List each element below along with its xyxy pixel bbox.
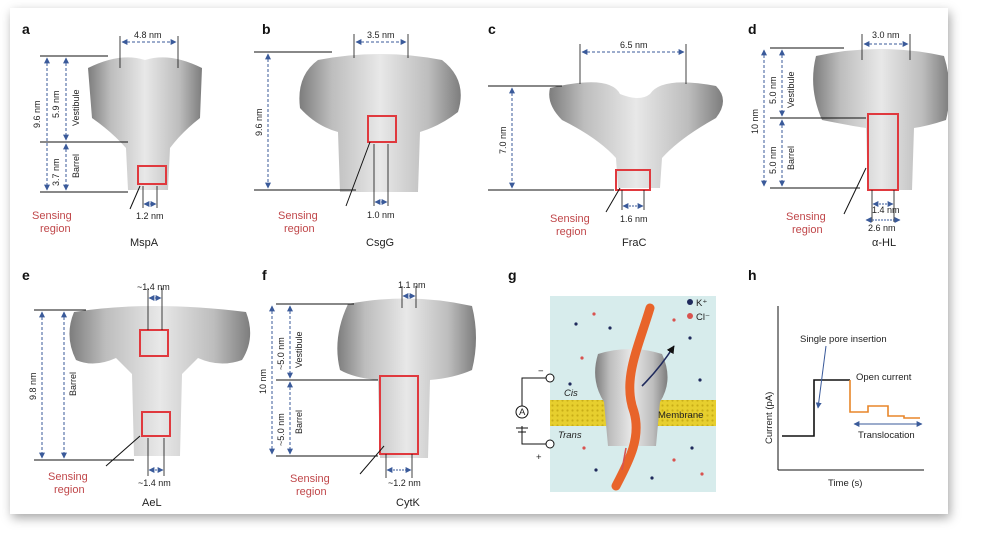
cytk-height: 10 nm xyxy=(258,369,268,394)
cytk-name: CytK xyxy=(396,497,421,509)
sensing-label-b-2: region xyxy=(284,223,315,235)
frac-name: FraC xyxy=(622,237,647,249)
sensing-label-a-2: region xyxy=(40,223,71,235)
sensing-label-f-1: Sensing xyxy=(290,473,330,485)
mspa-constriction: 1.2 nm xyxy=(136,211,164,221)
h-xlabel: Time (s) xyxy=(828,478,862,489)
nanopore-figure: a 9.6 nm 5.9 nm 3.7 nm Vestibule Barrel … xyxy=(22,21,948,509)
current-trace-baseline xyxy=(782,379,850,437)
mspa-top-width: 4.8 nm xyxy=(134,30,162,40)
ahl-inner-width: 1.4 nm xyxy=(872,205,900,215)
cytk-barrel-length: ~5.0 nm xyxy=(276,413,286,446)
panel-g-letter: g xyxy=(508,267,517,283)
sensing-label-b-1: Sensing xyxy=(278,210,318,222)
csgg-pore-shape xyxy=(299,54,461,192)
sensing-label-e-2: region xyxy=(54,484,85,496)
sensing-label-d-1: Sensing xyxy=(786,211,826,223)
sensing-box-a xyxy=(137,165,167,185)
current-trace-translocation xyxy=(849,380,920,419)
panel-h-letter: h xyxy=(748,267,757,283)
dna-strand xyxy=(611,303,655,491)
panel-f-letter: f xyxy=(262,267,267,283)
trans-label: Trans xyxy=(558,430,582,441)
sensing-label-d-2: region xyxy=(792,224,823,236)
panel-d-letter: d xyxy=(748,21,757,37)
ahl-barrel-length: 5.0 nm xyxy=(768,146,778,174)
single-pore-insertion-label: Single pore insertion xyxy=(800,334,887,345)
sensing-label-c-1: Sensing xyxy=(550,213,590,225)
sensing-box-e-bottom xyxy=(141,411,171,437)
frac-height: 7.0 nm xyxy=(498,126,508,154)
sensing-box-c xyxy=(615,169,651,191)
mspa-barrel-length: 3.7 nm xyxy=(51,158,61,186)
sensing-box-e-top xyxy=(139,329,169,357)
ael-height: 9.8 nm xyxy=(28,372,38,400)
mspa-vestibule-length: 5.9 nm xyxy=(51,90,61,118)
ahl-name: α-HL xyxy=(872,237,896,249)
ael-pore-shape xyxy=(69,306,251,456)
panel-c: c 7.0 nm 6.5 nm 1.6 nm Sensing region Fr… xyxy=(488,21,723,249)
panel-f: f 10 nm ~5.0 nm ~5.0 nm Vestibule Barrel… xyxy=(258,267,476,509)
mspa-vestibule-label: Vestibule xyxy=(71,89,81,126)
ions xyxy=(568,312,704,480)
cytk-top-width: 1.1 nm xyxy=(398,280,426,290)
ahl-pore-shape xyxy=(813,49,948,190)
csgg-top-width: 3.5 nm xyxy=(367,30,395,40)
figure-card: a 9.6 nm 5.9 nm 3.7 nm Vestibule Barrel … xyxy=(10,8,948,514)
sensing-box-b xyxy=(367,115,397,143)
ael-top-width: ~1.4 nm xyxy=(137,282,170,292)
panel-e-letter: e xyxy=(22,267,30,283)
ahl-top-width: 3.0 nm xyxy=(872,30,900,40)
panel-c-letter: c xyxy=(488,21,496,37)
cis-label: Cis xyxy=(564,388,578,399)
sensing-box-f xyxy=(379,375,419,455)
frac-top-width: 6.5 nm xyxy=(620,40,648,50)
panel-g: g K⁺ Cl⁻ Cis Trans Membrane A − + xyxy=(508,267,716,492)
cl-ion-legend: Cl⁻ xyxy=(696,312,710,323)
plus-terminal: + xyxy=(536,452,542,463)
ammeter-icon xyxy=(515,405,529,419)
cytk-bottom-width: ~1.2 nm xyxy=(388,478,421,488)
sensing-label-f-2: region xyxy=(296,486,327,498)
cytk-pore-shape xyxy=(337,298,476,458)
k-ion-legend: K⁺ xyxy=(696,298,707,309)
minus-terminal: − xyxy=(538,366,544,377)
panel-b-letter: b xyxy=(262,21,271,37)
ael-bottom-width: ~1.4 nm xyxy=(138,478,171,488)
cytk-vestibule-length: ~5.0 nm xyxy=(276,337,286,370)
ahl-outer-width: 2.6 nm xyxy=(868,223,896,233)
mspa-name: MspA xyxy=(130,237,159,249)
mspa-height: 9.6 nm xyxy=(32,100,42,128)
translocation-label: Translocation xyxy=(858,430,915,441)
mspa-barrel-label: Barrel xyxy=(71,154,81,178)
sensing-label-c-2: region xyxy=(556,226,587,238)
membrane-label: Membrane xyxy=(658,410,703,421)
open-current-label: Open current xyxy=(856,372,912,383)
panel-h: h Current (pA) Time (s) Single pore inse… xyxy=(748,267,924,489)
ammeter-label: A xyxy=(519,407,526,418)
panel-a-letter: a xyxy=(22,21,30,37)
sensing-label-e-1: Sensing xyxy=(48,471,88,483)
frac-constriction: 1.6 nm xyxy=(620,214,648,224)
ahl-vestibule-length: 5.0 nm xyxy=(768,76,778,104)
frac-pore-shape xyxy=(549,82,723,188)
mspa-pore-shape xyxy=(88,57,202,191)
csgg-name: CsgG xyxy=(366,237,394,249)
cytk-barrel-label: Barrel xyxy=(294,410,304,434)
panel-d: d 10 nm 5.0 nm 5.0 nm Vestibule Barrel 3… xyxy=(748,21,948,249)
csgg-height: 9.6 nm xyxy=(254,108,264,136)
sensing-label-a-1: Sensing xyxy=(32,210,72,222)
cytk-vestibule-label: Vestibule xyxy=(294,331,304,368)
panel-b: b 9.6 nm 3.5 nm 1.0 nm Sensing region Cs… xyxy=(254,21,461,249)
ahl-barrel-label: Barrel xyxy=(786,146,796,170)
h-ylabel: Current (pA) xyxy=(764,392,775,444)
ael-name: AeL xyxy=(142,497,162,509)
panel-a: a 9.6 nm 5.9 nm 3.7 nm Vestibule Barrel … xyxy=(22,21,202,249)
sensing-box-d xyxy=(867,113,899,191)
ahl-vestibule-label: Vestibule xyxy=(786,71,796,108)
ahl-height: 10 nm xyxy=(750,109,760,134)
csgg-constriction: 1.0 nm xyxy=(367,210,395,220)
panel-e: e 9.8 nm Barrel ~1.4 nm ~1.4 nm Sensing … xyxy=(22,267,251,509)
ael-barrel-label: Barrel xyxy=(68,372,78,396)
